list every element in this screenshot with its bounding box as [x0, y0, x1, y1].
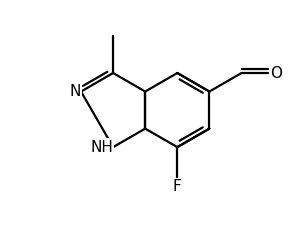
Text: F: F	[173, 179, 182, 194]
Text: O: O	[270, 65, 282, 81]
Text: N: N	[70, 84, 81, 99]
Text: NH: NH	[90, 140, 113, 155]
